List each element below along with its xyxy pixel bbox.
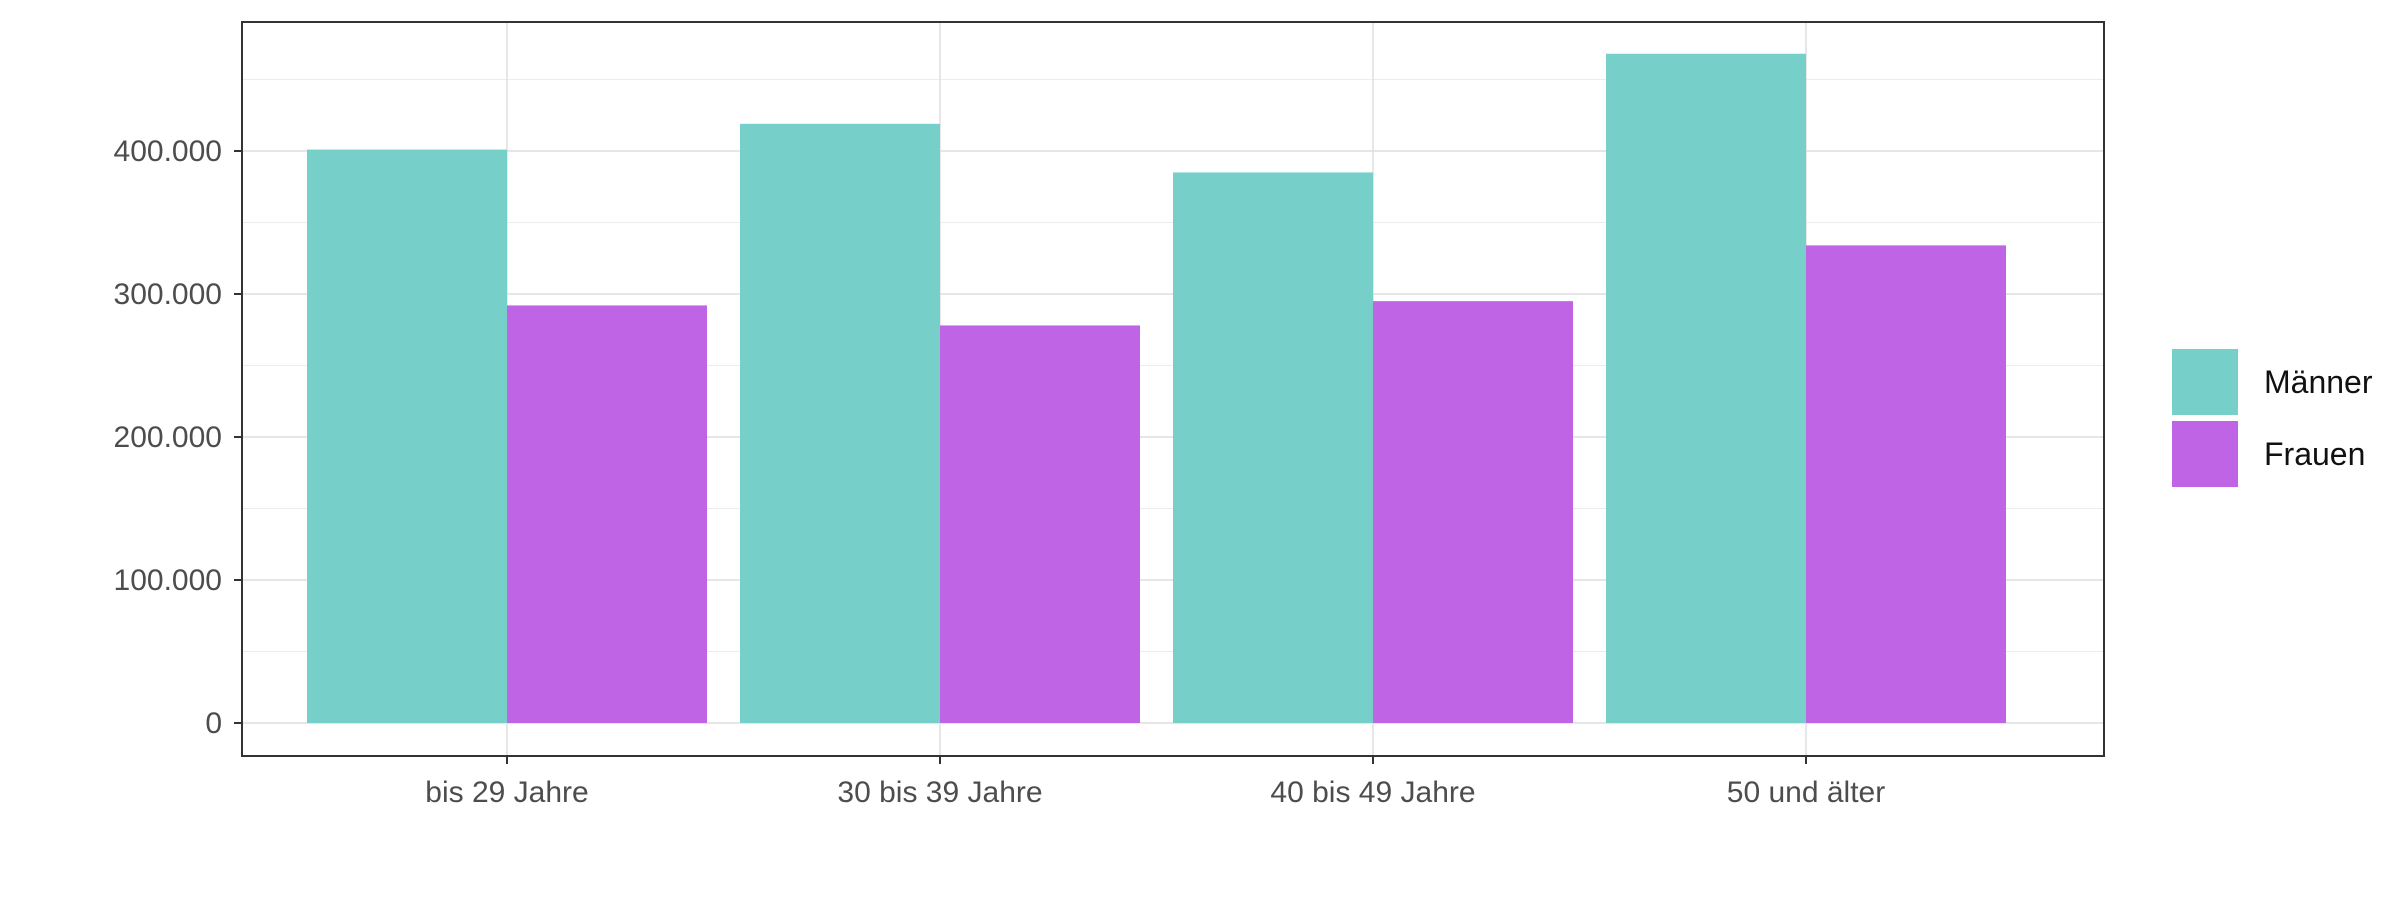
legend-key-maenner bbox=[2172, 349, 2238, 415]
y-tick-label: 100.000 bbox=[114, 564, 222, 597]
y-tick-label: 0 bbox=[205, 707, 222, 740]
bar-frauen-4 bbox=[1806, 245, 2006, 723]
y-tick-label: 300.000 bbox=[114, 278, 222, 311]
bar-maenner-2 bbox=[740, 123, 940, 723]
bars bbox=[307, 53, 2006, 723]
bar-maenner-1 bbox=[307, 149, 507, 723]
bar-maenner-4 bbox=[1606, 53, 1806, 723]
legend-label-maenner: Männer bbox=[2264, 364, 2373, 400]
y-tick-label: 200.000 bbox=[114, 421, 222, 454]
axes: 0 100.000 200.000 300.000 400.000 bis 29 Jahr… bbox=[114, 135, 1886, 809]
bar-frauen-2 bbox=[940, 325, 1140, 723]
legend-key-frauen bbox=[2172, 421, 2238, 487]
x-tick-label: 30 bis 39 Jahre bbox=[837, 776, 1042, 809]
plot-border bbox=[241, 21, 2105, 757]
x-tick-label: 40 bis 49 Jahre bbox=[1270, 776, 1475, 809]
y-tick-label: 400.000 bbox=[114, 135, 222, 168]
bar-maenner-3 bbox=[1173, 172, 1373, 723]
bar-frauen-3 bbox=[1373, 301, 1573, 723]
legend-label-frauen: Frauen bbox=[2264, 436, 2365, 472]
legend: Männer Frauen bbox=[2172, 349, 2373, 487]
x-tick-label: 50 und älter bbox=[1727, 776, 1885, 809]
bar-frauen-1 bbox=[507, 305, 707, 723]
x-tick-label: bis 29 Jahre bbox=[425, 776, 588, 809]
